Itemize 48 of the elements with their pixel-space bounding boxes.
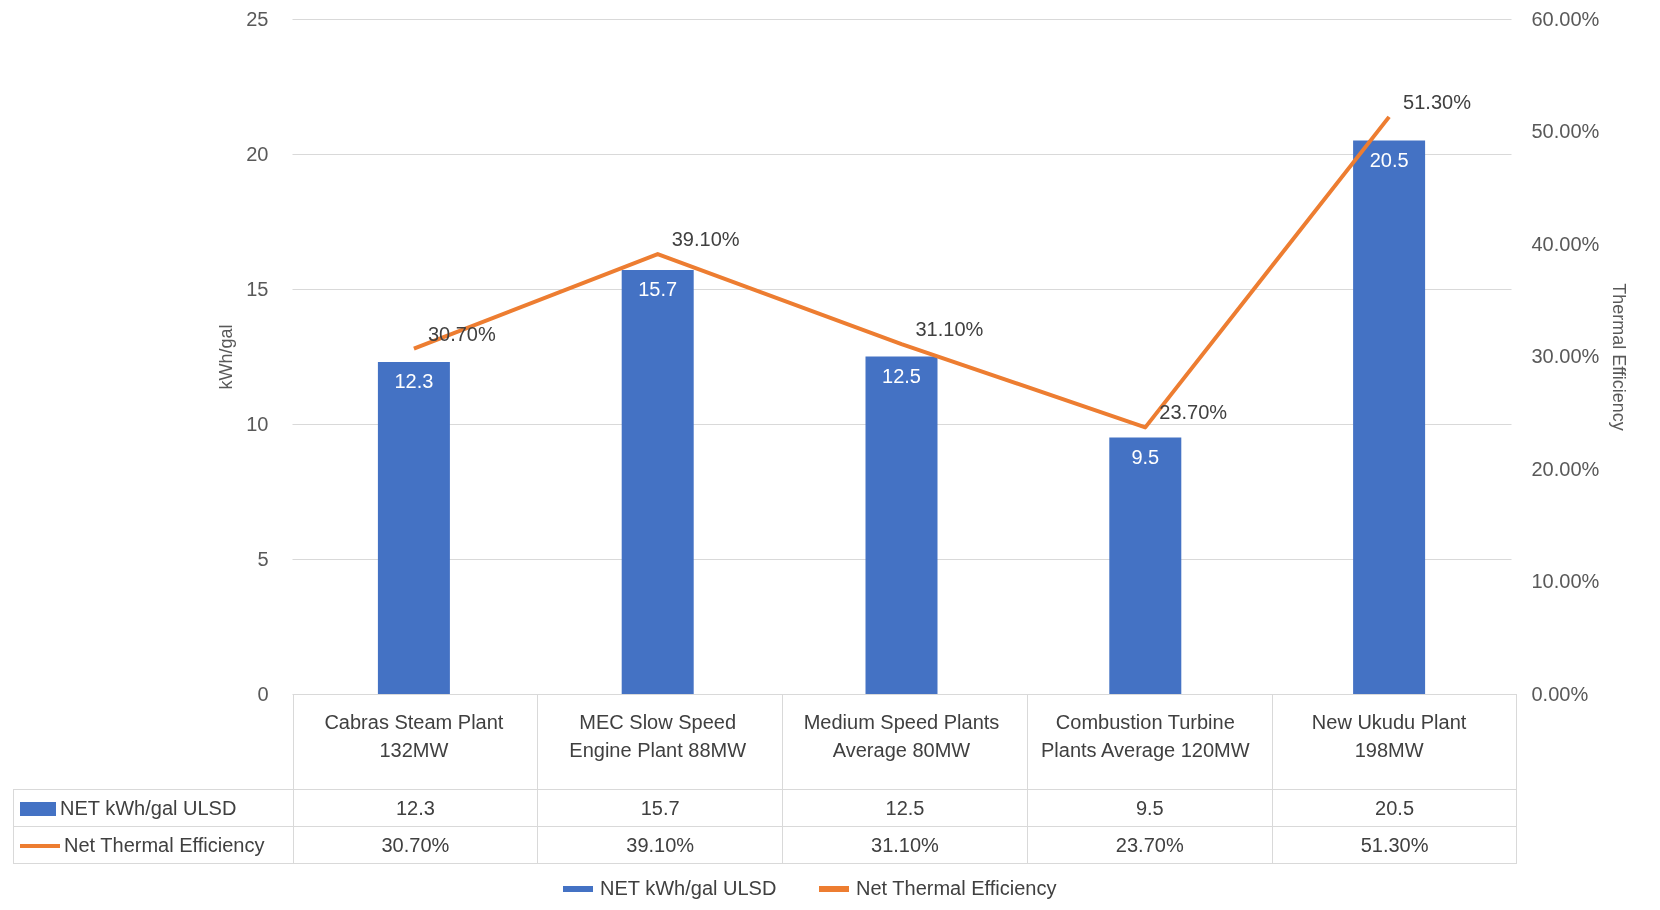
y-tick-label: 5 <box>257 547 269 570</box>
data-label: 15.7 <box>537 789 783 827</box>
text: 20.5 <box>1369 148 1409 171</box>
bar <box>621 270 694 694</box>
y2-tick-label: 30.00% <box>1531 345 1600 367</box>
y2-tick-label: 50.00% <box>1531 120 1600 142</box>
text: 23.70% <box>1159 401 1228 424</box>
data-label: 30.70% <box>293 826 538 864</box>
data-label: 12.3 <box>293 789 538 827</box>
bar <box>1109 437 1182 694</box>
text: Net Thermal Efficiency <box>856 877 1057 899</box>
y2-tick-label: 0.00% <box>1531 682 1589 705</box>
data-label: 12.5 <box>782 789 1028 827</box>
x-tick-label: New Ukudu Plant 198MW <box>1311 710 1467 761</box>
y2-axis-title: Thermal Efficiency <box>1609 283 1630 431</box>
y-tick-label: 15 <box>246 277 269 300</box>
y2-tick-label: 60.00% <box>1531 7 1600 30</box>
text: 31.10% <box>915 318 984 341</box>
text: 12.3 <box>394 369 434 392</box>
legend-label: Net Thermal Efficiency <box>64 833 265 856</box>
text: 51.30% <box>1403 90 1471 113</box>
text: 15.7 <box>638 278 678 301</box>
data-label: 23.70% <box>1027 826 1273 864</box>
data-label: 20.5 <box>1272 789 1517 827</box>
y2-tick-label: 10.00% <box>1531 570 1600 592</box>
data-label: 31.10% <box>782 826 1028 864</box>
bar <box>377 361 450 694</box>
y-axis-title: kWh/gal <box>216 324 237 390</box>
data-label: 39.10% <box>537 826 783 864</box>
x-tick-label: Cabras Steam Plant 132MW <box>324 710 504 761</box>
x-tick-label: MEC Slow Speed Engine Plant 88MW <box>569 710 747 761</box>
data-label: 9.5 <box>1027 789 1273 827</box>
x-tick-label: Combustion Turbine Plants Average 120MW <box>1040 710 1250 761</box>
y2-tick-label: 20.00% <box>1531 457 1600 480</box>
y-tick-label: 25 <box>246 7 269 30</box>
data-label: 51.30% <box>1272 826 1517 864</box>
bar <box>865 356 938 694</box>
bar <box>1353 140 1426 694</box>
y-tick-label: 0 <box>257 682 269 705</box>
y-tick-label: 10 <box>246 412 269 435</box>
y2-tick-label: 40.00% <box>1531 232 1600 255</box>
text: 39.10% <box>671 228 740 251</box>
x-tick-label: Medium Speed Plants Average 80MW <box>803 710 1000 761</box>
text: 12.5 <box>882 364 921 387</box>
y-tick-label: 20 <box>246 142 269 165</box>
text: NET kWh/gal ULSD <box>600 877 777 899</box>
text: 9.5 <box>1131 445 1160 468</box>
legend-label: NET kWh/gal ULSD <box>60 796 237 819</box>
